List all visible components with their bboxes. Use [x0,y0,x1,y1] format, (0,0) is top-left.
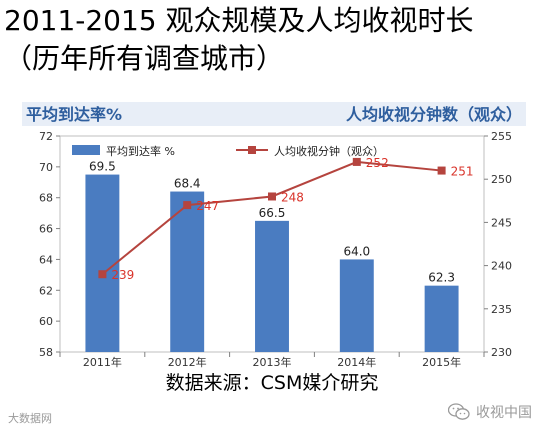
left-tick-label: 62 [39,284,53,297]
left-tick-label: 68 [39,192,53,205]
line-marker [98,270,107,279]
page-subtitle: （历年所有调查城市） [4,42,285,75]
line-value-label: 251 [451,165,474,179]
watermark-left: 大数据网 [8,412,52,425]
wechat-icon [448,403,470,420]
legend-bar-swatch [72,145,100,155]
left-axis-title: 平均到达率% [26,105,122,124]
left-tick-label: 72 [39,130,53,143]
line-marker [437,166,446,175]
page-title: 2011-2015 观众规模及人均收视时长 [4,4,474,37]
line-value-label: 247 [196,199,219,213]
bar-value-label: 68.4 [174,177,201,191]
line-marker [183,201,192,210]
bar-value-label: 64.0 [343,244,370,258]
bar-value-label: 69.5 [89,160,116,174]
right-tick-label: 250 [491,173,512,186]
right-tick-label: 245 [491,216,512,229]
combo-chart: 平均到达率% 人均收视分钟数（观众） 58 60 62 64 66 68 70 72 230 235 2… [22,102,526,368]
bar [255,220,289,352]
bar [424,285,459,352]
right-tick-label: 240 [491,260,512,273]
x-tick-label: 2012年 [168,355,207,368]
left-tick-label: 60 [39,315,53,328]
right-tick-label: 230 [491,346,512,359]
legend-line-label: 人均收视分钟（观众） [274,144,384,158]
x-tick-label: 2013年 [253,355,292,368]
x-tick-label: 2014年 [337,355,376,368]
x-tick-label: 2011年 [83,355,122,368]
line-value-label: 239 [111,268,134,282]
data-source-caption: 数据来源：CSM媒介研究 [165,372,379,394]
bar-value-label: 62.3 [428,271,455,285]
bar-value-label: 66.5 [259,206,286,220]
right-axis-title: 人均收视分钟数（观众） [346,105,522,124]
right-tick-label: 255 [491,130,512,143]
line-value-label: 252 [366,156,389,170]
bar [85,174,120,352]
left-tick-label: 66 [39,223,53,236]
right-tick-label: 235 [491,303,512,316]
legend-bar-label: 平均到达率 % [106,144,175,158]
watermark-right-text: 收视中国 [476,405,532,421]
line-marker [352,157,361,166]
left-tick-label: 64 [39,253,53,266]
chart-container: 平均到达率% 人均收视分钟数（观众） 58 60 62 64 66 68 70 72 230 235 2… [22,100,526,368]
legend-line-marker [248,146,256,154]
x-tick-label: 2015年 [422,355,461,368]
line-value-label: 248 [281,190,304,204]
left-tick-label: 70 [39,161,53,174]
line-marker [268,192,276,201]
axis-title-band [22,102,526,126]
bar [170,191,205,352]
bar [339,259,374,352]
watermark-right: 收视中国 [448,402,532,422]
left-tick-label: 58 [39,346,53,359]
